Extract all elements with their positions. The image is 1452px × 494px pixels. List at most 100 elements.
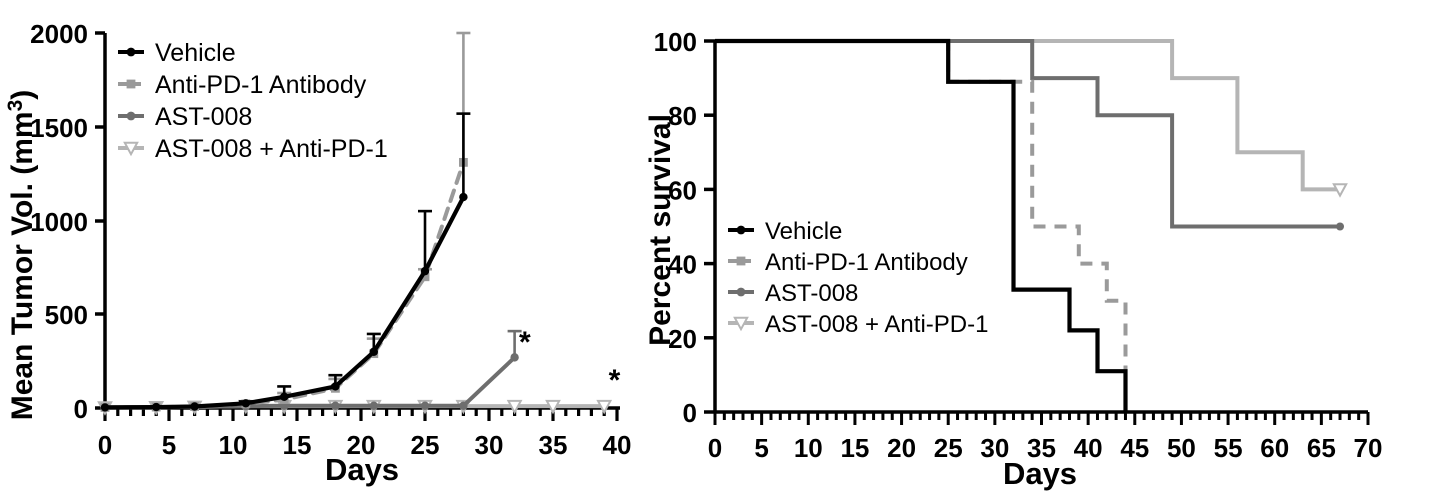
y-tick-label: 500: [45, 300, 88, 330]
legend-label: AST-008 + Anti-PD-1: [765, 311, 988, 338]
legend-item-combo: AST-008 + Anti-PD-1: [728, 311, 988, 338]
data-point: [241, 399, 250, 408]
y-ticks-tumor: 2000 1500 1000 500 0: [30, 19, 105, 424]
legend-label: Anti-PD-1 Antibody: [765, 249, 968, 276]
censor-marker: [1336, 222, 1345, 231]
data-point: [420, 401, 430, 410]
data-point: [369, 347, 378, 356]
x-tick-label: 50: [1167, 433, 1196, 463]
legend-label: Vehicle: [155, 39, 236, 67]
legend-survival: Vehicle Anti-PD-1 Antibody AST-008 AST-008 …: [728, 218, 988, 338]
y-tick-label: 2000: [30, 19, 88, 49]
x-tick-label: 0: [708, 433, 722, 463]
y-tick-label: 60: [668, 175, 697, 205]
legend-item-anti_pd1: Anti-PD-1 Antibody: [118, 71, 367, 99]
data-point: [545, 399, 561, 415]
x-tick-labels-tumor: 0 5 10 15 20 25 30 35 40: [98, 430, 632, 460]
data-point: [190, 402, 199, 411]
y-axis-title-tail: ): [6, 90, 39, 100]
data-point: [596, 399, 613, 415]
legend-item-combo: AST-008 + Anti-PD-1: [118, 135, 388, 163]
data-point: [459, 401, 468, 410]
x-tick-label: 15: [283, 430, 312, 460]
legend-swatch-marker: [126, 111, 136, 121]
series-ast-008: [715, 39, 1345, 231]
tumor-growth-chart: Mean Tumor Vol. (mm3) 2000 1500 1000 500…: [4, 19, 632, 487]
censor-marker: [1332, 183, 1348, 198]
data-point: [100, 403, 110, 412]
legend-item-vehicle: Vehicle: [118, 39, 236, 67]
survival-step-line: [715, 39, 1340, 192]
legend-item-ast008: AST-008: [118, 103, 252, 131]
series-line: [103, 160, 466, 410]
series-vehicle: [715, 38, 1128, 412]
x-tick-label: 30: [475, 430, 504, 460]
y-ticks-survival: 0 20 40 60 80 100: [654, 27, 715, 428]
x-axis-title-tumor: Days: [325, 452, 399, 487]
y-axis-title-tumor: Mean Tumor Vol. (mm3): [4, 90, 39, 421]
series-line: [103, 355, 517, 410]
significance-asterisk: *: [519, 326, 531, 359]
panel-tumor-growth: Mean Tumor Vol. (mm3) 2000 1500 1000 500…: [0, 0, 660, 494]
y-tick-label: 1000: [30, 207, 88, 237]
legend-label: AST-008 + Anti-PD-1: [155, 135, 388, 163]
data-point: [420, 266, 430, 276]
y-tick-label: 0: [74, 394, 88, 424]
series-vehicle: [100, 112, 471, 412]
legend-swatch-marker: [736, 287, 746, 297]
y-tick-label: 80: [668, 101, 697, 131]
legend-item-ast008: AST-008: [728, 280, 858, 307]
series-ast-008: [100, 329, 522, 412]
x-tick-label: 55: [1214, 433, 1243, 463]
legend-tumor: Vehicle Anti-PD-1 Antibody AST-008 AST-008 …: [118, 39, 388, 163]
x-tick-label: 5: [754, 433, 768, 463]
data-point: [152, 402, 161, 412]
x-ticks-tumor: [103, 408, 619, 421]
survival-step-line: [715, 39, 1340, 229]
x-tick-label: 70: [1354, 433, 1383, 463]
data-point: [420, 272, 430, 282]
x-tick-label: 10: [794, 433, 823, 463]
legend-item-anti_pd1: Anti-PD-1 Antibody: [728, 249, 968, 276]
data-point: [331, 382, 340, 391]
legend-label: Vehicle: [765, 218, 842, 245]
x-tick-label: 0: [98, 430, 112, 460]
legend-swatch-marker: [736, 256, 746, 266]
x-tick-label: 65: [1307, 433, 1336, 463]
y-tick-label: 1500: [30, 113, 88, 143]
y-tick-label: 0: [683, 398, 697, 428]
y-tick-label: 40: [668, 250, 697, 280]
data-point: [510, 353, 519, 362]
data-point: [506, 399, 523, 415]
y-tick-label: 20: [668, 324, 697, 354]
x-axis-title-survival: Days: [1003, 456, 1077, 491]
y-tick-label: 100: [654, 27, 697, 57]
data-point: [280, 392, 289, 401]
tumor-annotations: **: [519, 326, 621, 397]
survival-series-group: [715, 38, 1348, 412]
series-ast-008-anti-pd-1: [715, 39, 1348, 198]
legend-swatch-marker: [733, 316, 749, 332]
legend-label: AST-008: [765, 280, 858, 307]
significance-asterisk: *: [609, 364, 621, 397]
data-point: [459, 192, 468, 202]
y-axis-title-survival: Percent survival: [644, 114, 677, 346]
x-tick-label: 35: [1027, 433, 1056, 463]
legend-swatch-marker: [736, 225, 746, 235]
x-tick-label: 35: [539, 430, 568, 460]
x-tick-label: 30: [980, 433, 1009, 463]
x-tick-labels-survival: 0 5 10 15 20 25 30 35 40 45 50 55 60 65 70: [708, 433, 1383, 463]
legend-swatch-marker: [126, 79, 136, 89]
legend-label: Anti-PD-1 Antibody: [155, 71, 367, 99]
x-tick-label: 20: [347, 430, 376, 460]
legend-swatch-marker: [123, 141, 139, 157]
x-tick-label: 15: [840, 433, 869, 463]
svg-text:Mean Tumor Vol. (mm3): Mean Tumor Vol. (mm3): [4, 90, 39, 421]
tumor-series-group: [97, 31, 613, 416]
legend-item-vehicle: Vehicle: [728, 218, 842, 245]
x-tick-label: 40: [603, 430, 632, 460]
x-tick-label: 40: [1074, 433, 1103, 463]
x-tick-label: 10: [219, 430, 248, 460]
panel-survival: Percent survival 0 20 40 60 80 100 0 5 10 15 20 25…: [640, 0, 1452, 494]
